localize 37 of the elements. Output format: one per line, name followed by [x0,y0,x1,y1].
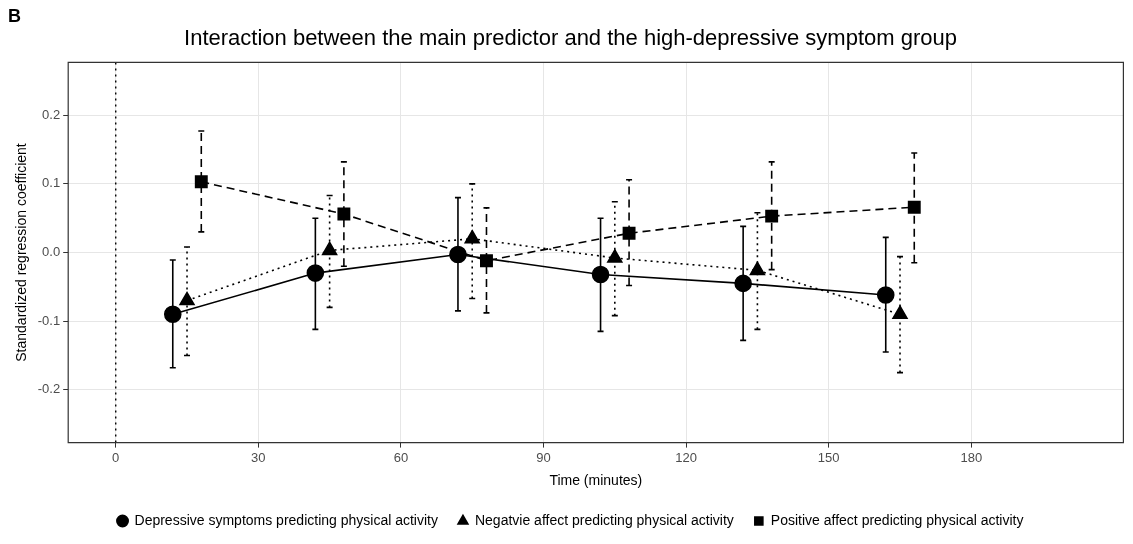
y-axis-title: Standardized regression coefficient [13,143,30,362]
x-tick-label: 30 [251,449,266,465]
legend-label: Positive affect predicting physical activity [770,511,1024,528]
point [591,265,610,284]
point [194,175,208,189]
x-tick-label: 0 [112,449,120,465]
point [480,254,493,268]
point [892,305,908,320]
y-tick-label: -0.1 [37,312,61,328]
x-tick-label: 150 [817,449,840,465]
point [163,305,182,324]
point [607,249,623,263]
point [464,229,480,244]
x-tick-label: 60 [393,449,409,465]
point [179,291,195,306]
x-tick-label: 90 [536,449,551,465]
text: B [8,6,21,27]
point [876,286,895,304]
point [449,245,467,264]
point [765,209,779,223]
x-tick-label: 120 [675,449,697,465]
point [622,226,636,240]
point [907,200,921,214]
point [306,264,325,282]
point [337,207,351,221]
x-tick-label: 180 [960,449,983,465]
legend-label: Depressive symptoms predicting physical activity [134,511,438,528]
y-tick-label: 0.0 [42,244,61,260]
point [321,241,338,256]
y-tick-label: -0.2 [37,381,61,397]
chart-title: Interaction between the main predictor and the high-depressive symptom group [184,25,957,51]
legend-label: Negatvie affect predicting physical activity [474,511,734,528]
y-tick-label: 0.1 [42,175,61,191]
point [734,274,752,293]
point [749,261,766,276]
y-tick-label: 0.2 [42,106,61,122]
x-axis-title: Time (minutes) [549,472,643,489]
